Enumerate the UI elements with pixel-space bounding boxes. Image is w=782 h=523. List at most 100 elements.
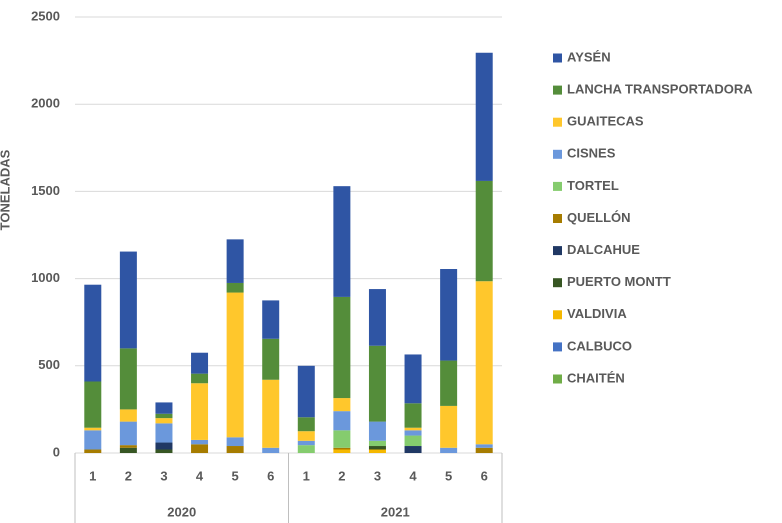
legend-swatch <box>553 374 562 384</box>
x-tick-label: 6 <box>267 468 274 483</box>
bar-segment <box>84 449 102 453</box>
legend-swatch <box>553 117 562 127</box>
bar-segment <box>191 444 209 453</box>
bar-segment <box>297 417 315 432</box>
x-tick-label: 1 <box>303 468 310 483</box>
bar-segment <box>155 423 173 443</box>
bar-segment <box>440 405 458 448</box>
legend-swatch <box>553 278 562 288</box>
bar-segment <box>297 431 315 441</box>
bar-segment <box>262 447 280 453</box>
y-tick-label: 2000 <box>31 96 60 111</box>
bar-segment <box>333 398 351 412</box>
bar-segment <box>368 421 386 441</box>
group-label: 2020 <box>167 504 196 519</box>
bar-segment <box>333 449 351 453</box>
x-tick-label: 3 <box>374 468 381 483</box>
bar-segment <box>84 381 102 428</box>
bar-segment <box>119 447 137 453</box>
bar-segment <box>119 348 137 410</box>
x-tick-label: 2 <box>338 468 345 483</box>
bar-segment <box>475 281 493 445</box>
legend-label: CISNES <box>567 146 616 161</box>
bar-segment <box>84 284 102 382</box>
legend-swatch <box>553 53 562 63</box>
bar-segment <box>440 360 458 406</box>
legend-swatch <box>553 342 562 352</box>
bar-segment <box>368 440 386 447</box>
legend-label: DALCAHUE <box>567 242 640 257</box>
bar-segment <box>226 437 244 447</box>
x-tick-label: 4 <box>196 468 204 483</box>
y-tick-label: 500 <box>38 357 60 372</box>
legend-label: PUERTO MONTT <box>567 274 671 289</box>
bar-segment <box>262 338 280 380</box>
legend-swatch <box>553 85 562 95</box>
bar-segment <box>297 440 315 446</box>
legend-swatch <box>553 181 562 191</box>
bar-segment <box>297 365 315 418</box>
bar-segment <box>119 251 137 349</box>
bar-segment <box>404 354 422 404</box>
bar-segment <box>404 427 422 431</box>
legend-swatch <box>553 214 562 223</box>
legend-label: QUELLÓN <box>567 210 631 225</box>
y-tick-label: 1500 <box>31 183 60 198</box>
group-label: 2021 <box>381 504 410 519</box>
bar-segment <box>155 418 173 424</box>
legend-swatch <box>553 149 562 159</box>
legend-label: CALBUCO <box>567 338 632 353</box>
y-tick-label: 0 <box>53 444 60 459</box>
legend-swatch <box>553 310 562 320</box>
bar-segment <box>226 292 244 438</box>
legend-label: AYSÉN <box>567 49 611 64</box>
bar-segment <box>84 427 102 431</box>
y-tick-label: 2500 <box>31 8 60 23</box>
bar-segment <box>226 446 244 453</box>
y-tick-label: 1000 <box>31 270 60 285</box>
bar-segment <box>155 442 173 450</box>
bar-segment <box>155 413 173 419</box>
bar-segment <box>155 402 173 414</box>
bar-segment <box>440 447 458 453</box>
bar-segment <box>404 430 422 436</box>
y-axis-title: TONELADAS <box>0 149 12 230</box>
bar-segment <box>191 383 209 440</box>
x-tick-label: 4 <box>409 468 417 483</box>
bar-segment <box>404 403 422 428</box>
bar-segment <box>404 435 422 447</box>
bar-segment <box>262 300 280 339</box>
bar-segment <box>191 373 209 384</box>
bar-segment <box>84 430 102 450</box>
x-tick-label: 5 <box>445 468 452 483</box>
legend-label: TORTEL <box>567 178 619 193</box>
bar-segment <box>368 446 386 450</box>
bar-segment <box>475 447 493 453</box>
x-tick-label: 2 <box>125 468 132 483</box>
x-tick-label: 6 <box>481 468 488 483</box>
bar-segment <box>191 352 209 374</box>
bar-segment <box>333 411 351 431</box>
bar-segment <box>226 239 244 283</box>
legend-label: CHAITÉN <box>567 370 625 385</box>
bar-segment <box>475 52 493 181</box>
bar-segment <box>404 446 422 453</box>
legend-label: GUAITECAS <box>567 114 644 129</box>
legend-swatch <box>553 246 562 256</box>
legend-label: VALDIVIA <box>567 306 627 321</box>
bar-segment <box>262 379 280 448</box>
bar-segment <box>119 421 137 446</box>
bar-segment <box>119 445 137 448</box>
bar-segment <box>333 296 351 399</box>
x-tick-label: 1 <box>89 468 96 483</box>
bar-segment <box>475 180 493 282</box>
bar-segment <box>333 430 351 448</box>
bar-segment <box>226 282 244 293</box>
bar-segment <box>155 449 173 453</box>
legend-label: LANCHA TRANSPORTADORA <box>567 82 753 97</box>
bar-segment <box>333 186 351 297</box>
bar-segment <box>475 444 493 448</box>
x-tick-label: 3 <box>160 468 167 483</box>
bar-segment <box>368 449 386 453</box>
